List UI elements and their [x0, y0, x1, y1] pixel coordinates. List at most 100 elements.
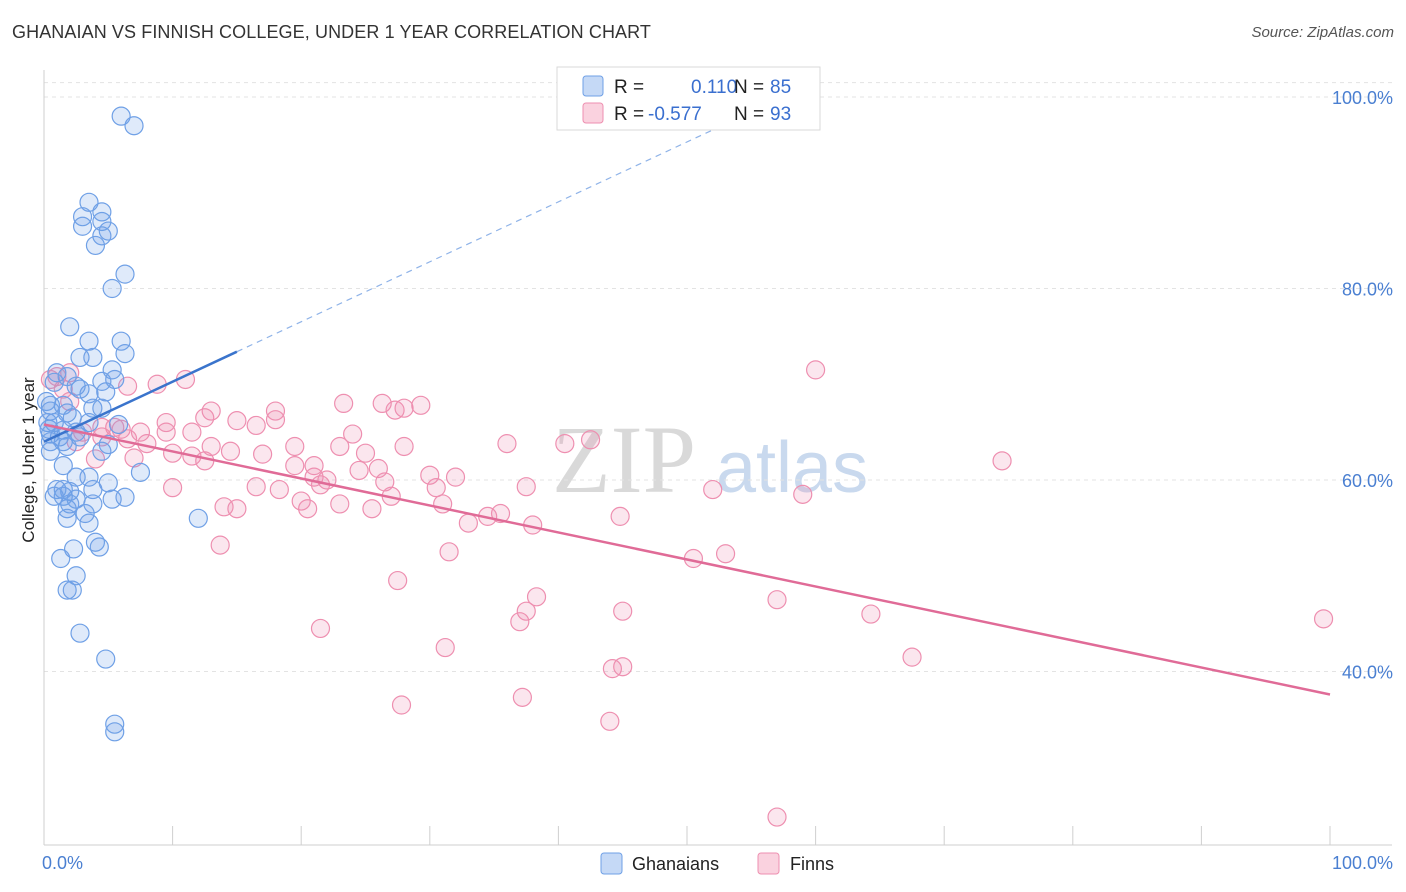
point-finns	[388, 570, 408, 591]
point-finns	[767, 807, 787, 827]
point-ghanaians	[57, 436, 77, 457]
point-finns	[992, 451, 1012, 471]
point-finns	[330, 494, 350, 514]
point-ghanaians	[115, 344, 135, 364]
y-tick-label: 60.0%	[1342, 471, 1393, 491]
point-ghanaians	[70, 623, 90, 643]
point-ghanaians	[79, 384, 99, 404]
trend-line-extension-ghanaians	[236, 79, 821, 353]
point-finns	[394, 436, 414, 457]
point-ghanaians	[96, 649, 116, 669]
legend-r-label-finns: R =	[614, 104, 644, 125]
point-finns	[362, 499, 382, 519]
point-finns	[210, 535, 230, 555]
point-finns	[497, 434, 517, 454]
point-finns	[343, 424, 363, 444]
point-ghanaians	[124, 116, 144, 136]
stats-legend: R = 0.110 N = 85 R = -0.577 N = 93	[556, 66, 821, 131]
point-finns	[613, 657, 633, 677]
point-ghanaians	[75, 503, 95, 524]
point-ghanaians	[96, 382, 116, 402]
point-finns	[163, 478, 183, 498]
point-finns	[439, 542, 459, 562]
point-finns	[767, 590, 787, 610]
point-finns	[195, 408, 215, 428]
point-finns	[445, 467, 466, 487]
point-ghanaians	[105, 714, 125, 734]
point-finns	[227, 411, 247, 431]
point-ghanaians	[83, 347, 103, 368]
point-finns	[610, 506, 630, 526]
point-finns	[555, 434, 575, 454]
point-finns	[334, 393, 354, 413]
point-finns	[304, 456, 324, 476]
legend-n-value-ghanaians: 85	[770, 77, 791, 98]
point-finns	[285, 456, 305, 476]
point-finns	[490, 503, 511, 524]
point-finns	[220, 441, 241, 461]
point-finns	[1313, 609, 1334, 629]
point-ghanaians	[188, 508, 208, 528]
bottom-legend-label-finns: Finns	[790, 854, 834, 874]
point-finns	[246, 477, 266, 497]
legend-r-value-finns: -0.577	[648, 104, 702, 125]
point-finns	[793, 484, 813, 504]
point-finns	[298, 499, 318, 519]
point-ghanaians	[92, 211, 112, 232]
x-tick-label-max: 100.0%	[1332, 853, 1393, 873]
y-axis-label: College, Under 1 year	[19, 377, 38, 543]
point-ghanaians	[72, 216, 93, 236]
point-finns	[458, 513, 478, 533]
point-ghanaians	[57, 580, 77, 600]
trend-lines	[43, 79, 1331, 696]
point-ghanaians	[85, 235, 106, 256]
point-finns	[411, 395, 431, 415]
point-finns	[420, 465, 440, 485]
point-finns	[265, 410, 286, 430]
point-ghanaians	[79, 192, 99, 212]
point-finns	[253, 444, 273, 464]
point-ghanaians	[108, 414, 129, 435]
y-tick-label: 80.0%	[1342, 280, 1393, 300]
point-ghanaians	[79, 467, 99, 487]
point-ghanaians	[111, 106, 131, 126]
point-ghanaians	[102, 278, 122, 299]
point-ghanaians	[57, 508, 77, 528]
point-ghanaians	[79, 331, 99, 351]
legend-swatch-finns	[582, 102, 604, 124]
point-finns	[526, 587, 547, 607]
point-finns	[310, 618, 331, 639]
point-finns	[246, 415, 266, 436]
point-ghanaians	[105, 722, 125, 742]
point-ghanaians	[79, 513, 99, 533]
point-ghanaians	[89, 537, 109, 557]
point-finns	[375, 472, 395, 492]
point-finns	[85, 449, 106, 469]
point-finns	[600, 711, 620, 731]
point-finns	[703, 479, 723, 500]
x-tick-label-min: 0.0%	[42, 853, 83, 873]
point-finns	[330, 436, 350, 457]
legend-r-value-ghanaians: 0.110	[691, 77, 737, 98]
legend-n-value-finns: 93	[770, 104, 791, 125]
gridlines	[44, 82, 1392, 672]
point-finns	[285, 436, 305, 457]
x-ticks: 0.0% 100.0%	[42, 826, 1393, 873]
bottom-legend-label-ghanaians: Ghanaians	[632, 854, 719, 874]
point-ghanaians	[92, 441, 112, 461]
legend-n-label-finns: N =	[734, 104, 764, 125]
source-label: Source: ZipAtlas.com	[1251, 24, 1394, 41]
point-ghanaians	[83, 479, 103, 500]
point-finns	[201, 436, 221, 457]
point-finns	[512, 687, 532, 707]
legend-n-label-ghanaians: N =	[734, 77, 764, 98]
point-ghanaians	[92, 226, 112, 246]
point-ghanaians	[63, 539, 84, 559]
point-finns	[156, 422, 176, 442]
bottom-legend-swatch-finns	[757, 852, 780, 875]
point-finns	[291, 491, 311, 511]
point-ghanaians	[66, 566, 86, 586]
watermark-zip: ZIP	[552, 406, 696, 513]
legend-r-label-ghanaians: R =	[614, 77, 644, 98]
series-legend: Ghanaians Finns	[600, 852, 834, 875]
